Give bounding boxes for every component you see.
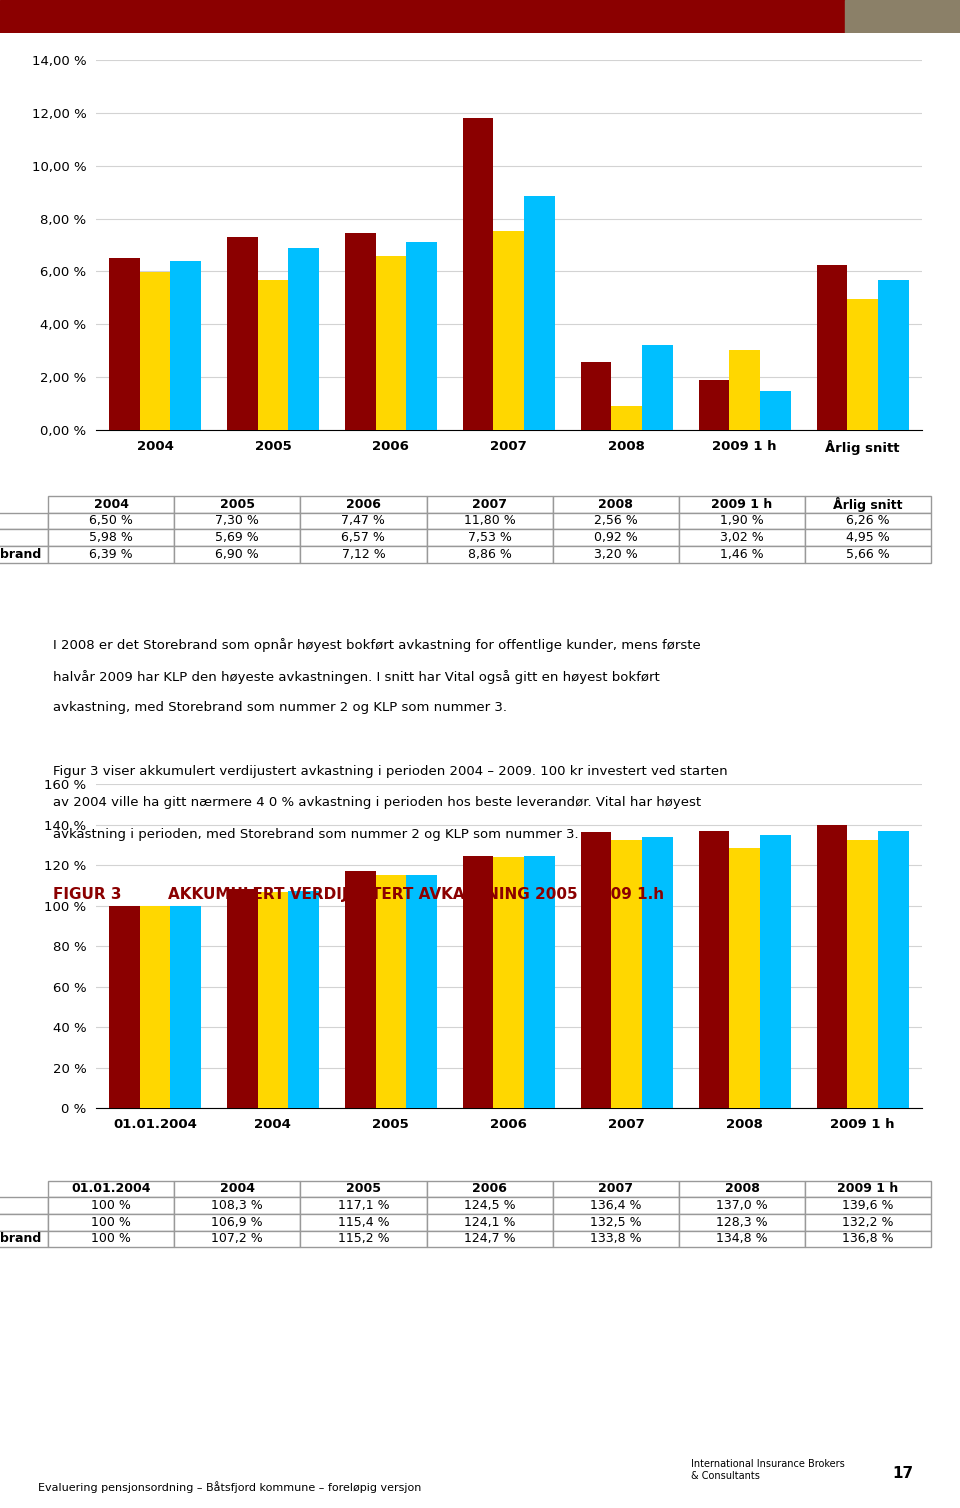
- Bar: [817, 825, 848, 1108]
- Bar: [848, 299, 878, 430]
- Bar: [493, 231, 524, 430]
- Bar: [375, 256, 406, 430]
- Bar: [730, 849, 760, 1108]
- Bar: [699, 831, 730, 1108]
- Text: avkastning, med Storebrand som nummer 2 og KLP som nummer 3.: avkastning, med Storebrand som nummer 2 …: [53, 701, 507, 715]
- Bar: [170, 261, 201, 430]
- Bar: [848, 840, 878, 1108]
- Bar: [878, 831, 908, 1108]
- Bar: [109, 906, 139, 1108]
- Text: International Insurance Brokers
& Consultants: International Insurance Brokers & Consul…: [691, 1460, 845, 1481]
- Bar: [612, 406, 642, 430]
- Text: AKKUMULERT VERDIJUSTERT AVKASTNING 2005 -2009 1.h: AKKUMULERT VERDIJUSTERT AVKASTNING 2005 …: [168, 887, 664, 902]
- Bar: [375, 875, 406, 1108]
- Bar: [463, 119, 493, 430]
- Text: FIGUR 3: FIGUR 3: [53, 887, 121, 902]
- Bar: [406, 875, 437, 1108]
- Bar: [524, 196, 555, 430]
- Bar: [581, 832, 612, 1108]
- Text: Figur 3 viser akkumulert verdijustert avkastning i perioden 2004 – 2009. 100 kr : Figur 3 viser akkumulert verdijustert av…: [53, 765, 728, 778]
- Text: avkastning i perioden, med Storebrand som nummer 2 og KLP som nummer 3.: avkastning i perioden, med Storebrand so…: [53, 828, 579, 841]
- Bar: [760, 391, 791, 430]
- Bar: [642, 837, 673, 1108]
- Bar: [170, 906, 201, 1108]
- Bar: [642, 345, 673, 430]
- Bar: [817, 264, 848, 430]
- Bar: [227, 888, 257, 1108]
- Text: Evaluering pensjonsordning – Båtsfjord kommune – foreløpig versjon: Evaluering pensjonsordning – Båtsfjord k…: [38, 1481, 421, 1493]
- Bar: [406, 241, 437, 430]
- Bar: [878, 280, 908, 430]
- Bar: [0, 0, 845, 33]
- Bar: [345, 232, 375, 430]
- Text: halvår 2009 har KLP den høyeste avkastningen. I snitt har Vital også gitt en høy: halvår 2009 har KLP den høyeste avkastni…: [53, 670, 660, 683]
- Bar: [463, 857, 493, 1108]
- Text: 17: 17: [893, 1466, 914, 1481]
- Bar: [730, 350, 760, 430]
- Bar: [227, 237, 257, 430]
- Text: av 2004 ville ha gitt nærmere 4 0 % avkastning i perioden hos beste leverandør. : av 2004 ville ha gitt nærmere 4 0 % avka…: [53, 796, 701, 810]
- Bar: [581, 362, 612, 430]
- Text: I 2008 er det Storebrand som opnår høyest bokført avkastning for offentlige kund: I 2008 er det Storebrand som opnår høyes…: [53, 638, 701, 651]
- Bar: [139, 906, 170, 1108]
- Bar: [109, 258, 139, 430]
- Bar: [288, 891, 319, 1108]
- Bar: [257, 279, 288, 430]
- Bar: [257, 891, 288, 1108]
- Bar: [345, 872, 375, 1108]
- Bar: [139, 271, 170, 430]
- Bar: [493, 857, 524, 1108]
- Bar: [760, 835, 791, 1108]
- Bar: [699, 380, 730, 430]
- Bar: [612, 840, 642, 1108]
- Bar: [845, 0, 960, 33]
- Bar: [288, 247, 319, 430]
- Bar: [524, 855, 555, 1108]
